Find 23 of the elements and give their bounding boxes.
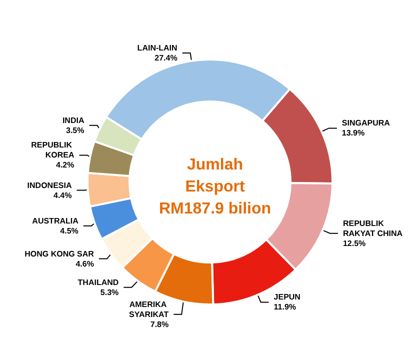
data-label: 11.9% — [274, 302, 296, 312]
data-label: 4.4% — [54, 190, 72, 200]
slice-label: AMERIKA SYARIKAT — [129, 300, 169, 319]
slice-label: INDIA — [62, 116, 84, 125]
slice-label: INDONESIA — [27, 180, 72, 190]
data-label: 12.5% — [342, 238, 366, 248]
slice-label: AUSTRALIA — [32, 216, 79, 226]
slice-label: REPUBLIK KOREA — [31, 140, 74, 160]
slice-label: JEPUN — [274, 292, 301, 302]
text: Jumlah Eksport RM187.9 bilion — [158, 156, 272, 218]
slice-label: HONG KONG SAR — [24, 249, 94, 258]
slice-label: REPUBLIK RAKYAT CHINA — [342, 218, 403, 238]
slice-label: LAIN-LAIN — [137, 43, 178, 52]
data-label: 5.3% — [100, 288, 119, 297]
data-label: 3.5% — [66, 126, 84, 135]
data-label: 4.2% — [56, 160, 74, 170]
data-label: 7.8% — [150, 320, 169, 329]
slice-label: THAILAND — [78, 278, 119, 287]
data-label: 27.4% — [154, 53, 178, 62]
data-label: 4.5% — [60, 226, 78, 236]
slice-label: SINGAPURA — [342, 118, 390, 128]
data-label: 13.9% — [342, 128, 365, 138]
data-label: 4.6% — [76, 259, 94, 268]
